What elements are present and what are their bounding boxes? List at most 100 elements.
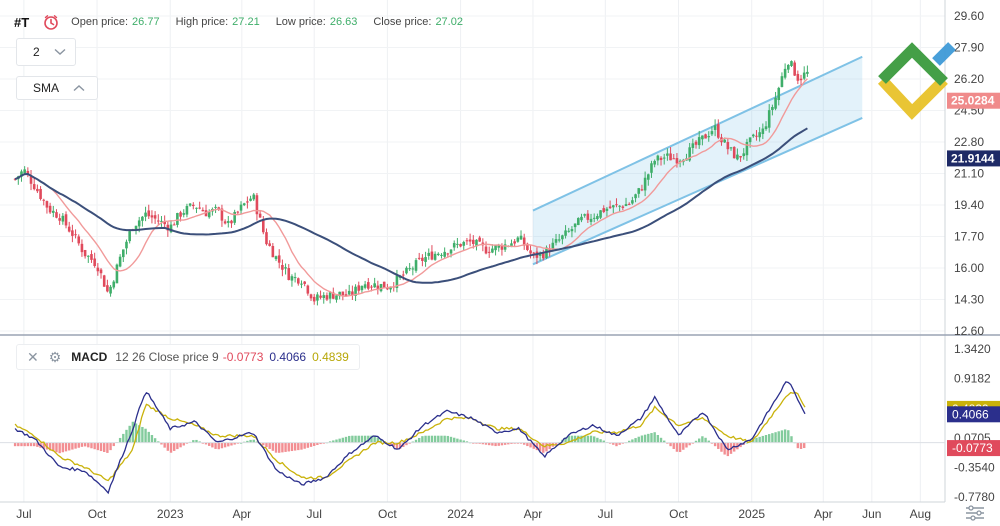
macd-hist-bar: [52, 442, 55, 452]
macd-hist-bar: [61, 442, 65, 453]
candle: [478, 235, 481, 242]
candle-body: [176, 213, 179, 225]
macd-hist-bar: [192, 440, 195, 443]
candle-body: [351, 291, 354, 296]
candle: [277, 249, 281, 269]
period-dropdown[interactable]: 2: [16, 38, 76, 66]
clock-icon[interactable]: [43, 14, 59, 30]
candle-body: [557, 239, 561, 241]
candle: [230, 219, 233, 228]
y-tick-label: 12.60: [954, 324, 984, 338]
price-marker-label: 21.9144: [951, 151, 995, 165]
chevron-up-icon: [73, 85, 85, 92]
macd-hist-bar: [790, 436, 793, 443]
candle: [716, 119, 720, 140]
macd-marker-label: -0.0773: [952, 441, 993, 455]
macd-name: MACD: [71, 350, 108, 364]
macd-hist-bar: [338, 438, 341, 443]
candle-body: [39, 188, 42, 199]
macd-hist-bar: [494, 442, 497, 447]
macd-hist-value: -0.0773: [222, 350, 264, 364]
macd-hist-bar: [758, 436, 761, 443]
candle: [58, 213, 61, 225]
candle: [144, 206, 147, 222]
candle-body: [144, 212, 147, 217]
candle: [373, 277, 376, 288]
macd-hist-bar: [163, 442, 166, 448]
indicator-selector[interactable]: SMA: [16, 76, 98, 100]
candle: [487, 246, 491, 258]
macd-hist-bar: [650, 433, 653, 443]
macd-hist-bar: [103, 442, 106, 452]
candle-body: [554, 239, 558, 243]
macd-hist-bar: [351, 435, 354, 443]
candle: [561, 234, 564, 245]
candle-body: [300, 283, 303, 285]
x-tick-label: Oct: [88, 507, 107, 521]
chart-settings-icon[interactable]: [964, 504, 986, 522]
macd-hist-bar: [278, 442, 281, 453]
candle-body: [672, 158, 676, 160]
x-tick-label: Jun: [862, 507, 881, 521]
macd-hist-bar: [764, 435, 768, 443]
macd-hist-bar: [395, 442, 399, 449]
candle-body: [376, 285, 380, 289]
candle-body: [169, 224, 173, 233]
macd-hist-bar: [583, 435, 586, 443]
macd-hist-bar: [787, 430, 790, 443]
close-icon[interactable]: ✕: [27, 348, 39, 365]
macd-hist-bar: [363, 435, 367, 443]
candle-body: [443, 251, 446, 257]
candle-body: [287, 268, 291, 280]
candle-body: [446, 253, 450, 255]
macd-hist-bar: [354, 435, 357, 443]
candle-body: [249, 198, 252, 201]
gear-icon[interactable]: ⚙: [48, 348, 62, 365]
candle-body: [624, 204, 628, 207]
candle-body: [163, 221, 166, 225]
macd-hist-bar: [290, 442, 294, 452]
candle: [414, 258, 418, 273]
macd-hist-bar: [144, 428, 147, 443]
x-tick-label: Apr: [524, 507, 543, 521]
candle: [567, 227, 571, 233]
macd-hist-bar: [176, 442, 179, 450]
macd-hist-bar: [720, 442, 723, 452]
candle: [786, 64, 790, 74]
macd-hist-bar: [529, 442, 532, 448]
candle-body: [796, 73, 800, 81]
macd-hist-bar: [227, 442, 230, 447]
macd-hist-bar: [93, 442, 96, 450]
candle: [802, 66, 806, 81]
macd-hist-bar: [497, 442, 500, 446]
candle-body: [106, 285, 109, 292]
candle-body: [548, 248, 551, 252]
macd-y-tick-label: 1.3420: [954, 342, 991, 356]
macd-hist-bar: [42, 442, 45, 449]
candle-body: [710, 131, 714, 135]
candle-body: [64, 214, 68, 226]
candle-body: [484, 246, 488, 254]
candle-body: [764, 126, 768, 130]
macd-hist-bar: [36, 442, 39, 447]
candle: [303, 281, 306, 287]
candle: [293, 272, 297, 283]
candle-body: [258, 213, 262, 218]
open-label: Open price:: [71, 16, 129, 28]
macd-hist-bar: [332, 440, 335, 443]
macd-hist-bar: [488, 442, 491, 446]
candle: [226, 215, 230, 228]
candle-body: [761, 128, 765, 135]
macd-line-value: 0.4066: [269, 350, 307, 364]
candle-body: [580, 216, 583, 221]
candle: [309, 293, 313, 302]
candle-body: [77, 236, 81, 244]
candle: [246, 196, 249, 209]
macd-hist-bar: [768, 434, 771, 443]
candle: [284, 263, 287, 275]
candle-body: [758, 132, 761, 138]
candle-body: [236, 211, 240, 213]
candle-body: [456, 243, 459, 245]
candle: [417, 252, 421, 261]
